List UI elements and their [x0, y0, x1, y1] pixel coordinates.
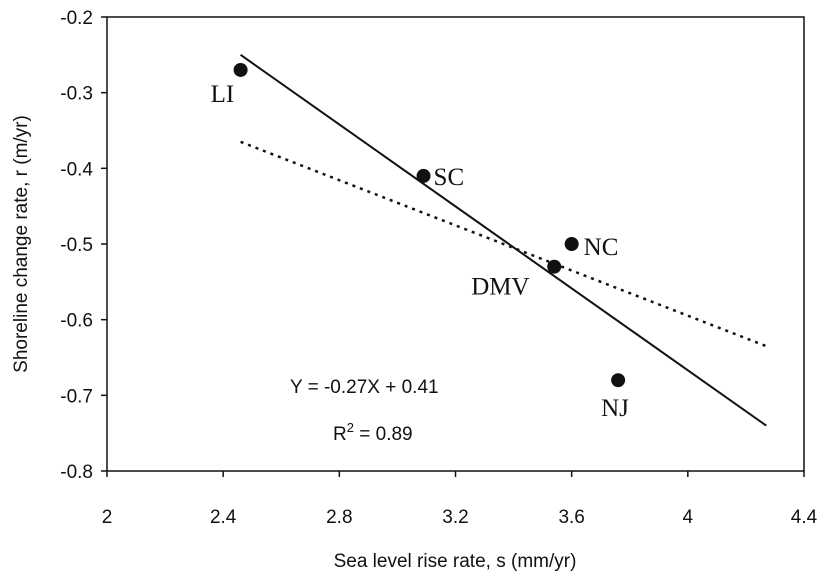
y-tick-label: -0.4 — [60, 159, 93, 180]
fit-line — [240, 54, 767, 427]
data-point-nc — [564, 237, 579, 251]
y-tick-label: -0.8 — [60, 462, 93, 483]
y-axis: -0.2 -0.3 -0.4 -0.5 -0.6 -0.7 -0.8 — [60, 8, 107, 483]
data-point-nj — [611, 373, 626, 388]
x-tick-label: 2.8 — [326, 507, 352, 528]
equation-text: Y = -0.27X + 0.41 — [290, 377, 439, 398]
point-label-nc: NC — [584, 234, 619, 261]
data-points: LI SC NC DMV NJ — [211, 62, 629, 422]
data-point-sc — [416, 168, 431, 183]
point-label-dmv: DMV — [471, 274, 529, 301]
x-tick-label: 3.6 — [558, 507, 584, 528]
y-tick-label: -0.2 — [60, 8, 93, 29]
data-point-dmv — [547, 259, 562, 274]
point-label-li: LI — [211, 81, 235, 108]
point-label-sc: SC — [434, 164, 465, 191]
x-axis-title: Sea level rise rate, s (mm/yr) — [334, 551, 577, 572]
x-tick-label: 4.4 — [791, 507, 818, 528]
trend-line — [240, 140, 767, 348]
y-tick-label: -0.3 — [60, 84, 93, 105]
x-tick-label: 4 — [683, 507, 694, 528]
y-tick-label: -0.6 — [60, 311, 93, 332]
y-tick-label: -0.7 — [60, 386, 93, 407]
r-squared-text: R2 = 0.89 — [333, 420, 413, 445]
x-axis: 2 2.4 2.8 3.2 3.6 4 4.4 — [102, 471, 818, 528]
point-label-nj: NJ — [601, 395, 629, 422]
y-axis-title: Shoreline change rate, r (m/yr) — [11, 115, 32, 373]
x-tick-label: 3.2 — [442, 507, 468, 528]
x-tick-label: 2.4 — [210, 507, 237, 528]
y-tick-label: -0.5 — [60, 235, 93, 256]
x-tick-label: 2 — [102, 507, 113, 528]
data-point-li — [233, 62, 248, 77]
